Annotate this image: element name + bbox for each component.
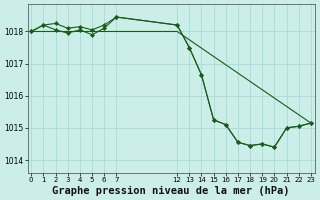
X-axis label: Graphe pression niveau de la mer (hPa): Graphe pression niveau de la mer (hPa) xyxy=(52,186,290,196)
